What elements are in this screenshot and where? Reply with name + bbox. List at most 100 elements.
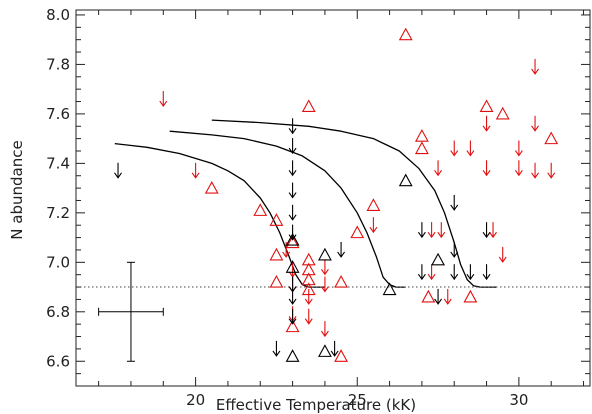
arrow-head: [514, 150, 523, 157]
upper-limit-arrow: [450, 264, 459, 281]
arrow-head: [482, 231, 491, 239]
upper-limit-arrow: [191, 162, 200, 179]
triangle-point: [301, 99, 316, 113]
upper-limit-arrow: [531, 162, 539, 179]
triangle-point: [350, 225, 365, 239]
triangle-point: [317, 247, 332, 261]
arrow-head: [288, 170, 297, 177]
arrow-head: [498, 256, 507, 263]
triangle-point: [398, 173, 413, 187]
arrow-head: [434, 170, 443, 177]
arrow-head: [531, 172, 539, 179]
upper-limit-arrow: [288, 288, 297, 305]
triangle-point: [544, 131, 559, 145]
arrow-head: [450, 204, 459, 211]
y-tick-label: 8.0: [46, 6, 70, 24]
triangle-point: [495, 106, 510, 120]
upper-limit-arrow: [531, 58, 539, 75]
arrow-head: [466, 273, 475, 281]
upper-limit-arrow: [450, 241, 459, 258]
arrow-head: [159, 100, 168, 108]
triangle-point: [253, 203, 268, 216]
upper-limit-arrow: [514, 160, 523, 177]
model-curve: [211, 119, 497, 288]
triangle-point: [334, 274, 349, 288]
arrow-head: [417, 231, 426, 239]
x-tick-label: 25: [348, 391, 367, 409]
y-tick-label: 7.6: [46, 105, 70, 123]
y-tick-label: 7.2: [46, 204, 70, 222]
triangle-point: [285, 232, 300, 246]
upper-limit-arrow: [466, 140, 475, 157]
x-tick-label: 30: [509, 391, 528, 409]
upper-limit-arrow: [369, 217, 378, 234]
arrow-head: [489, 231, 497, 239]
triangle-point: [285, 260, 300, 273]
arrow-head: [320, 268, 329, 276]
arrow-head: [288, 192, 297, 199]
x-axis-label: Effective Temperature (kK): [216, 396, 416, 414]
y-axis-label: N abundance: [8, 140, 26, 239]
upper-limit-arrow: [434, 288, 443, 305]
arrow-head: [547, 172, 556, 179]
data-points: [114, 27, 559, 362]
upper-limit-arrow: [482, 160, 491, 177]
upper-limit-arrow: [330, 340, 339, 357]
typical-error-bar: [98, 261, 164, 362]
y-tick-label: 6.6: [46, 352, 70, 370]
arrow-head: [288, 147, 297, 155]
upper-limit-arrow: [482, 264, 491, 281]
arrow-head: [450, 251, 459, 258]
arrow-head: [282, 251, 291, 258]
y-tick-label: 7.0: [46, 253, 70, 271]
y-tick-label: 7.8: [46, 55, 70, 73]
arrow-head: [272, 350, 281, 357]
arrow-head: [531, 68, 539, 75]
upper-limit-arrow: [304, 288, 313, 305]
upper-limit-arrow: [482, 222, 491, 239]
triangle-point: [269, 247, 284, 261]
triangle-point: [421, 289, 436, 303]
triangle-point: [414, 129, 429, 142]
arrow-head: [320, 330, 329, 338]
arrow-head: [482, 170, 491, 177]
axes: [75, 9, 591, 387]
arrow-head: [466, 150, 475, 157]
upper-limit-arrow: [320, 259, 329, 276]
triangle-point: [431, 252, 445, 266]
upper-limit-arrow: [498, 246, 507, 263]
upper-limit-arrow: [272, 340, 281, 357]
arrow-head: [288, 318, 297, 325]
arrow-head: [304, 298, 313, 305]
upper-limit-arrow: [304, 308, 313, 325]
arrow-head: [369, 226, 378, 234]
arrow-head: [417, 273, 426, 281]
arrow-head: [337, 251, 346, 258]
triangle-point: [463, 289, 478, 303]
arrow-head: [288, 127, 297, 135]
arrow-head: [288, 298, 297, 305]
arrow-head: [427, 231, 436, 239]
upper-limit-arrow: [417, 222, 426, 239]
upper-limit-arrow: [288, 224, 297, 241]
upper-limit-arrow: [288, 160, 297, 177]
upper-limit-arrow: [437, 222, 446, 239]
triangle-point: [285, 235, 300, 249]
triangle-point: [269, 213, 284, 226]
upper-limit-arrow: [114, 162, 122, 179]
model-curves: [114, 119, 497, 288]
upper-limit-arrow: [288, 118, 297, 135]
triangle-point: [414, 141, 429, 155]
arrow-head: [531, 125, 539, 132]
triangle-point: [317, 344, 332, 357]
arrow-head: [437, 231, 446, 239]
arrow-head: [288, 234, 297, 241]
upper-limit-arrow: [288, 138, 297, 155]
arrow-head: [514, 170, 523, 177]
arrow-head: [434, 298, 443, 305]
upper-limit-arrow: [514, 140, 523, 157]
triangle-point: [285, 319, 300, 333]
axis-ticks: 20 25 30 6.6 6.8 7.0 7.2 7.4 7.6 7.8 8.0: [46, 6, 590, 409]
upper-limit-arrow: [417, 264, 426, 281]
